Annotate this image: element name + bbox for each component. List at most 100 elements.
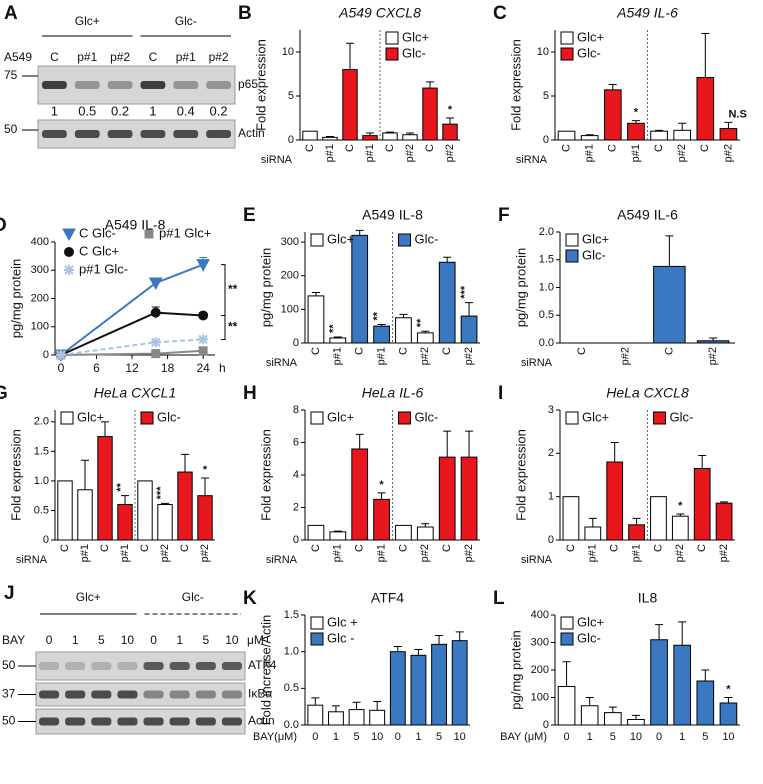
y-tick-label: 1: [548, 491, 554, 503]
y-tick-label: 0.0: [539, 337, 554, 349]
bar: [431, 643, 447, 726]
blot-image: [37, 65, 236, 105]
bar: [650, 496, 667, 541]
panel-letter: H: [243, 383, 257, 404]
panel-letter: K: [243, 588, 257, 609]
x-tick-label: C: [397, 347, 409, 355]
legend-label: Glc -: [327, 630, 354, 645]
bar: [422, 87, 438, 141]
error-bar: [386, 131, 394, 133]
bar: [696, 680, 715, 726]
bar: [693, 468, 711, 541]
x-tick-label: 5: [354, 731, 360, 743]
bar: [671, 515, 689, 541]
y-tick-label: 100: [31, 321, 49, 333]
y-tick-label: 10: [537, 46, 549, 58]
x-tick-label: C: [397, 544, 409, 552]
error-bar: [399, 313, 408, 318]
panel-letter: E: [243, 205, 256, 226]
y-label: Fold increase/Actin: [258, 615, 273, 726]
error-bar: [631, 120, 640, 124]
y-tick-label: 400: [531, 609, 549, 621]
legend-label: Glc-: [402, 45, 426, 60]
legend-swatch: [565, 411, 579, 425]
y-tick-label: 0.5: [284, 682, 299, 694]
bar: [329, 531, 347, 541]
y-tick-label: 0: [543, 134, 549, 146]
x-tick-label: p#2: [159, 544, 171, 562]
x-tick-label: p#1: [587, 544, 599, 562]
blot-image: [37, 119, 236, 149]
error-bar: [701, 33, 710, 78]
lane-label: 1: [176, 633, 183, 647]
error-bar: [562, 661, 571, 687]
error-bar: [655, 129, 664, 132]
lane-label: 0: [46, 633, 53, 647]
group-label: Glc+: [76, 590, 101, 604]
marker: [198, 310, 209, 321]
bar: [348, 709, 365, 726]
x-label: siRNA: [266, 357, 298, 369]
legend-label: Glc +: [327, 614, 358, 629]
significance: ***: [459, 285, 471, 299]
marker: [150, 337, 161, 348]
bar: [395, 524, 412, 541]
band: [140, 81, 166, 89]
x-label: BAY (μM): [500, 731, 547, 743]
band: [221, 690, 242, 699]
bar: [673, 644, 692, 726]
x-tick-label: C: [179, 544, 191, 552]
band: [65, 662, 86, 670]
band: [65, 690, 86, 699]
x-tick-label: C: [565, 544, 577, 552]
bar: [369, 709, 386, 726]
y-tick-label: 6: [293, 436, 299, 448]
error-bar: [181, 453, 189, 473]
y-tick-label: 1.5: [284, 609, 299, 621]
error-bar: [465, 302, 474, 317]
x-tick-label: 5: [702, 731, 708, 743]
marker: [198, 346, 208, 356]
x-tick-label: p#1: [630, 144, 642, 162]
bar: [389, 651, 406, 726]
error-bar: [355, 229, 364, 236]
legend-label: Glc-: [577, 45, 601, 60]
x-tick-label: 10: [630, 731, 642, 743]
chart-title: A549 IL-6: [617, 207, 678, 223]
marker: [64, 265, 74, 275]
band: [195, 662, 216, 670]
x-tick-label: 1: [415, 731, 421, 743]
cell-line: A549: [4, 50, 32, 64]
group-label: Glc-: [182, 590, 204, 604]
significance: **: [415, 318, 427, 327]
legend-swatch: [560, 632, 574, 646]
y-tick-label: 2: [293, 501, 299, 513]
error-bar: [377, 324, 386, 327]
error-bar: [333, 530, 342, 532]
x-tick-label: p#2: [707, 347, 719, 365]
y-tick-label: 0: [288, 134, 294, 146]
bar: [696, 77, 715, 141]
panel-letter: A: [4, 3, 18, 24]
error-bar: [326, 135, 334, 138]
error-bar: [585, 697, 594, 706]
chart-title: A549 IL-8: [105, 217, 166, 233]
lane-label: 0: [150, 633, 157, 647]
bar: [438, 456, 456, 541]
lane-label: p#1: [176, 50, 196, 64]
band: [42, 130, 67, 138]
y-tick-label: 1.5: [539, 254, 554, 266]
x-label: siRNA: [516, 154, 548, 166]
bar: [307, 524, 325, 541]
bar: [307, 295, 325, 344]
legend-swatch: [310, 233, 324, 247]
error-bar: [161, 502, 169, 505]
error-bar: [446, 117, 454, 125]
marker: [196, 259, 210, 272]
band-label: ATF4: [248, 658, 277, 672]
x-tick-label: 10: [371, 731, 383, 743]
band: [169, 662, 190, 670]
x-tick-label: 0: [395, 731, 401, 743]
quant: 0.2: [210, 103, 228, 118]
x-tick-label: C: [441, 544, 453, 552]
